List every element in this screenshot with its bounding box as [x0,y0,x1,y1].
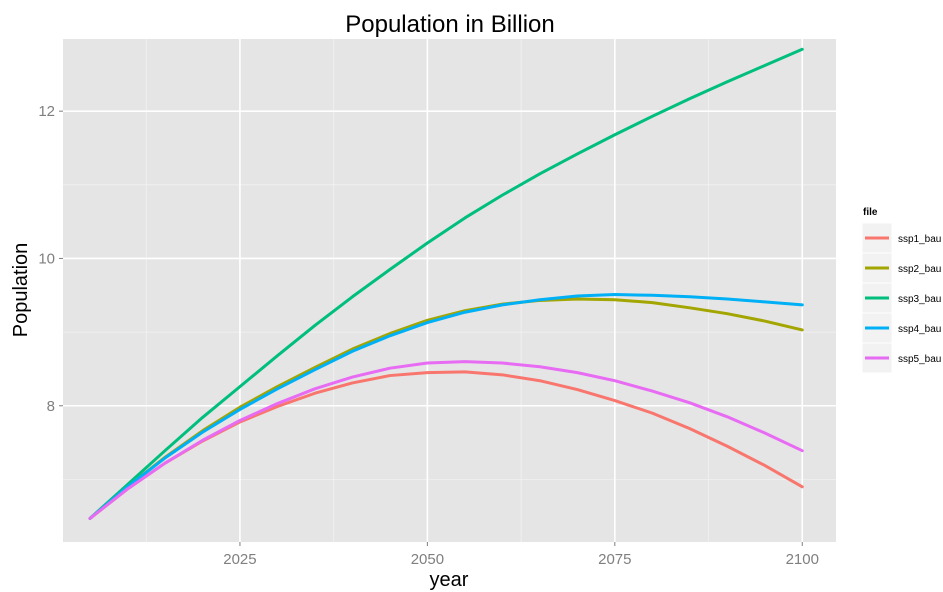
legend-label: ssp1_bau [898,234,941,245]
chart-title: Population in Billion [345,11,554,38]
x-tick-label: 2025 [223,551,256,568]
legend-label: ssp3_bau [898,294,941,305]
y-tick-label: 10 [38,250,55,267]
legend-label: ssp2_bau [898,264,941,275]
plot-panel [63,39,836,542]
legend: file ssp1_bau ssp2_bau ssp3_bau ssp4_baussp… [861,207,941,374]
y-axis-title: Population [10,243,32,338]
series-line-ssp3_bau [88,47,804,520]
legend-title: file [863,207,878,218]
y-tick-label: 8 [47,398,55,415]
x-axis: 2025 2050 2075 2100 [223,542,819,568]
series-line-ssp4_bau [88,293,804,520]
minor-gridlines [63,39,836,542]
legend-label: ssp4_bau [898,324,941,335]
legend-label: ssp5_bau [898,354,941,365]
x-tick-label: 2075 [598,551,631,568]
x-axis-title: year [430,569,469,591]
y-tick-label: 12 [38,103,55,120]
x-tick-label: 2100 [786,551,819,568]
x-tick-label: 2050 [411,551,444,568]
y-axis: 8 10 12 [38,103,63,415]
series-lines [88,47,804,520]
major-gridlines [63,39,836,542]
series-line-ssp5_bau [88,360,804,520]
